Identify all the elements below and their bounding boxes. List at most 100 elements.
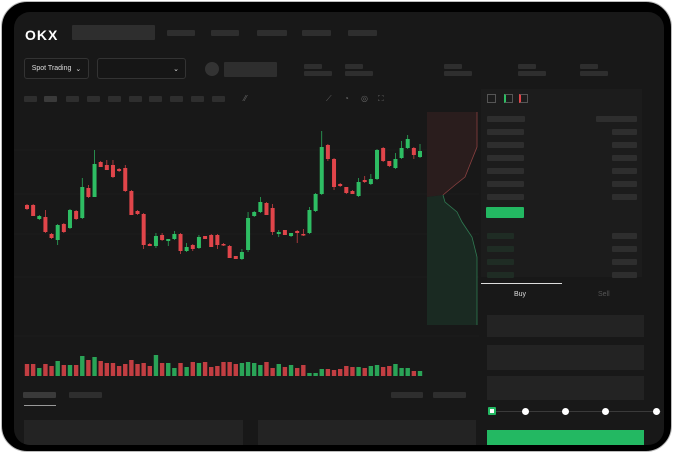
volume-bar (110, 363, 116, 376)
fullscreen-icon[interactable]: ⛶ (378, 94, 384, 103)
timeframe-button[interactable] (212, 96, 225, 102)
candle (233, 256, 238, 259)
candle (381, 148, 386, 161)
timeframe-button[interactable] (191, 96, 204, 102)
candle (239, 252, 244, 259)
tab-underline (24, 405, 56, 406)
timeframe-button[interactable] (66, 96, 79, 102)
stat-value (580, 71, 608, 76)
candle (270, 208, 275, 232)
ruler-icon[interactable]: ⟋ (326, 94, 332, 103)
volume-bar (43, 364, 48, 376)
ask-amount (612, 142, 637, 148)
slider-track[interactable] (491, 411, 661, 412)
timeframe-button[interactable] (24, 96, 37, 102)
depth-chart (427, 112, 478, 325)
candle (153, 236, 158, 246)
pair-dropdown[interactable]: ⌄ (97, 58, 186, 79)
volume-bar (67, 365, 73, 376)
ask-amount (612, 129, 637, 135)
trading-mode-dropdown[interactable]: Spot Trading ⌄ (24, 58, 89, 79)
volume-bar (399, 368, 404, 376)
tab-sell[interactable]: Sell (598, 291, 610, 298)
ask-amount (612, 168, 637, 174)
candle (209, 235, 214, 247)
slider-step[interactable] (653, 408, 660, 415)
candle (289, 233, 294, 236)
slider-handle[interactable] (488, 407, 496, 415)
timeframe-button[interactable] (108, 96, 121, 102)
ask-price (487, 194, 524, 200)
bid-amount (612, 272, 637, 278)
volume-bar (147, 366, 153, 376)
candle (221, 244, 226, 246)
nav-item[interactable] (257, 30, 287, 36)
filter-button[interactable] (433, 392, 466, 398)
candle (356, 182, 361, 196)
candlestick-chart[interactable] (14, 107, 479, 382)
candle (301, 234, 306, 236)
volume-bar (116, 366, 122, 376)
camera-icon[interactable]: ◔ (344, 94, 349, 103)
volume-bar (374, 365, 380, 376)
volume-bar (350, 367, 355, 376)
candle (350, 191, 355, 194)
ask-amount (612, 155, 637, 161)
orderbook-header (596, 116, 637, 122)
candle (135, 211, 140, 214)
pair-name (224, 62, 277, 77)
both-sides-icon[interactable] (487, 94, 496, 103)
nav-item[interactable] (167, 30, 195, 36)
pair-avatar (205, 62, 219, 76)
tab-open-orders[interactable] (23, 392, 56, 398)
tab-buy[interactable]: Buy (514, 291, 527, 298)
settings-icon[interactable]: ◎ (361, 94, 368, 103)
volume-bar (387, 366, 392, 376)
candle (141, 214, 146, 245)
okx-logo: OKX (25, 27, 59, 43)
volume-bar (405, 368, 410, 376)
candle (25, 205, 29, 209)
candle (74, 211, 79, 219)
asks-only-icon[interactable] (519, 94, 528, 103)
tab-order-history[interactable] (69, 392, 102, 398)
timeframe-button[interactable] (44, 96, 57, 102)
slider-step[interactable] (562, 408, 569, 415)
volume-bar (393, 364, 398, 376)
candle (344, 187, 349, 193)
slider-step[interactable] (522, 408, 529, 415)
timeframe-button[interactable] (149, 96, 162, 102)
ask-amount (612, 194, 637, 200)
candle (307, 210, 312, 233)
slider-step[interactable] (602, 408, 609, 415)
candle (147, 244, 152, 246)
line-icon[interactable]: ⁄⁄ (244, 94, 247, 103)
search-bar[interactable] (72, 25, 155, 40)
candle (61, 224, 66, 232)
price-input[interactable] (487, 315, 644, 337)
volume-bar (245, 362, 251, 376)
volume-bar (73, 365, 79, 376)
bid-amount (612, 246, 637, 252)
filter-button[interactable] (391, 392, 423, 398)
stat-value (444, 71, 472, 76)
chevron-down-icon: ⌄ (75, 65, 82, 73)
nav-item[interactable] (211, 30, 239, 36)
volume-bar (123, 364, 128, 376)
timeframe-button[interactable] (129, 96, 142, 102)
amount-input[interactable] (487, 345, 644, 370)
buy-button[interactable] (487, 430, 644, 445)
timeframe-button[interactable] (170, 96, 183, 102)
volume-bar (30, 364, 36, 376)
nav-item[interactable] (302, 30, 331, 36)
ask-price (487, 129, 524, 135)
volume-bar (337, 369, 343, 376)
total-input[interactable] (487, 376, 644, 400)
volume-bar (264, 362, 269, 376)
bids-only-icon[interactable] (504, 94, 513, 103)
candle (178, 234, 183, 251)
volume-bar (184, 367, 189, 376)
nav-item[interactable] (348, 30, 377, 36)
bid-price (487, 259, 514, 265)
timeframe-button[interactable] (87, 96, 100, 102)
